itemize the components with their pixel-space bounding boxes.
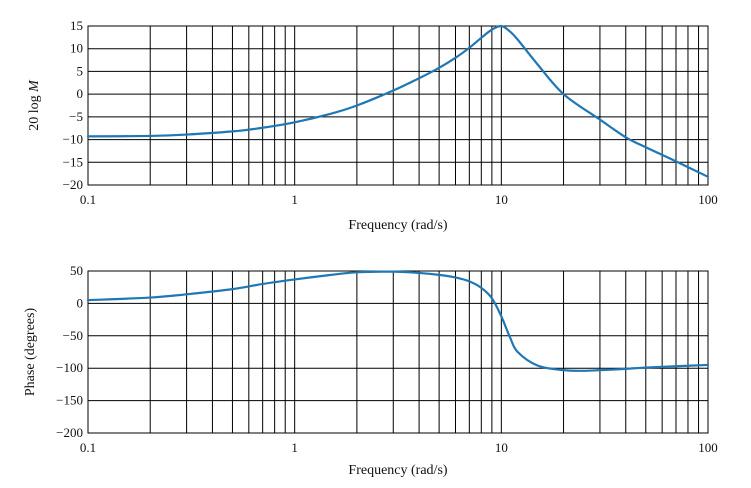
x-axis-label: Frequency (rad/s) xyxy=(348,218,447,233)
series-line xyxy=(86,270,710,372)
y-tick-label: −15 xyxy=(63,154,83,169)
y-tick-label: 0 xyxy=(77,295,84,310)
magnitude-plot: −20 −15 −10 −5 0 5 10 15 0.1 1 10 100 Frequency (rad… xyxy=(27,18,718,233)
y-tick-label: −20 xyxy=(63,177,83,192)
y-tick-label: 10 xyxy=(70,41,83,56)
y-tick-label: 50 xyxy=(70,263,83,278)
series-line xyxy=(86,24,710,178)
x-tick-label: 0.1 xyxy=(80,192,96,207)
y-axis-label: Phase (degrees) xyxy=(23,308,38,397)
x-tick-label: 0.1 xyxy=(80,440,96,455)
y-tick-label: −100 xyxy=(56,360,83,375)
y-tick-label: −150 xyxy=(56,393,83,408)
y-tick-label: −5 xyxy=(69,109,83,124)
x-axis-label: Frequency (rad/s) xyxy=(348,463,447,478)
x-tick-label: 1 xyxy=(291,192,298,207)
x-tick-label: 100 xyxy=(698,192,718,207)
y-tick-label: −50 xyxy=(63,328,83,343)
x-tick-label: 10 xyxy=(495,440,508,455)
y-tick-label: 5 xyxy=(77,63,84,78)
x-tick-label: 100 xyxy=(698,440,718,455)
y-tick-label: −10 xyxy=(63,132,83,147)
x-tick-label: 1 xyxy=(291,440,298,455)
y-tick-label: −200 xyxy=(56,425,83,440)
x-tick-label: 10 xyxy=(495,192,508,207)
phase-plot: −200 −150 −100 −50 0 50 0.1 1 10 100 Frequency (ra… xyxy=(23,263,718,478)
y-axis-label: 20 log M xyxy=(27,79,42,131)
y-tick-label: 0 xyxy=(77,86,84,101)
y-tick-label: 15 xyxy=(70,18,83,33)
plot-frame xyxy=(87,25,709,186)
